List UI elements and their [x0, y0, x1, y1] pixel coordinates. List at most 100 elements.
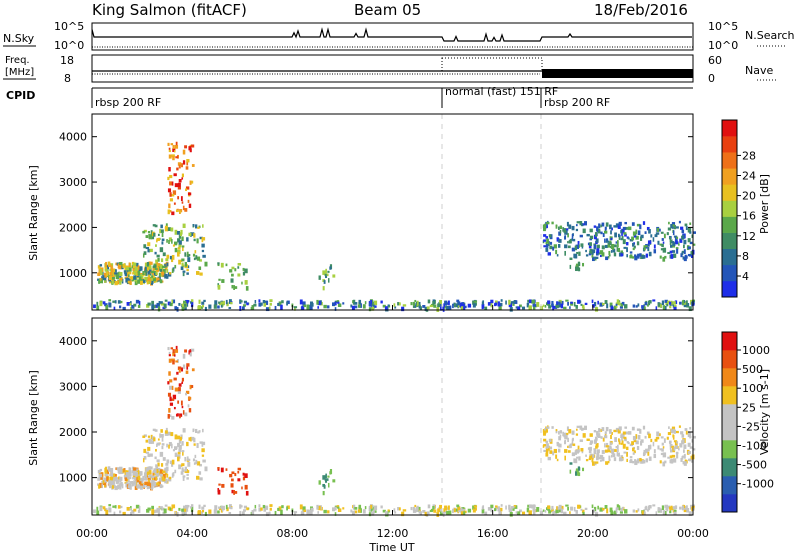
velocity-cell — [662, 510, 666, 516]
power-cell — [104, 303, 106, 307]
velocity-cell — [174, 446, 178, 450]
colorbar-swatch — [722, 476, 737, 495]
velocity-cell — [133, 467, 137, 471]
power-cell — [551, 303, 554, 308]
power-cell — [101, 276, 104, 279]
velocity-cell — [133, 475, 137, 480]
velocity-cell — [199, 441, 203, 444]
velocity-cell — [621, 438, 623, 441]
velocity-cell — [647, 445, 652, 449]
power-cell — [161, 241, 164, 245]
nsearch-tick-bottom: 10^0 — [708, 39, 738, 52]
power-cell — [589, 250, 593, 254]
power-cell — [99, 264, 103, 267]
power-cell — [237, 273, 241, 277]
velocity-cell — [231, 478, 234, 482]
power-cell — [437, 303, 441, 308]
velocity-cell — [643, 452, 646, 456]
power-cell — [636, 241, 640, 246]
velocity-cell — [174, 452, 178, 457]
velocity-cell — [661, 442, 664, 446]
velocity-cell — [286, 506, 288, 511]
power-cell — [508, 303, 513, 308]
velocity-cell — [175, 446, 178, 450]
velocity-cell — [168, 354, 171, 357]
velocity-cell — [146, 471, 150, 475]
power-cell — [281, 300, 284, 304]
velocity-cell — [130, 511, 132, 516]
velocity-cell — [293, 511, 298, 514]
velocity-cell — [672, 506, 676, 510]
velocity-cell — [225, 468, 228, 471]
velocity-cell — [678, 447, 680, 451]
power-cell — [134, 267, 138, 272]
power-cell — [582, 228, 586, 234]
colorbar-swatch — [722, 216, 737, 233]
velocity-cell — [472, 508, 476, 513]
velocity-cell — [169, 402, 174, 406]
velocity-cell — [364, 506, 367, 510]
velocity-cell — [184, 456, 187, 462]
velocity-cell — [159, 451, 164, 457]
power-cell — [498, 305, 502, 310]
power-cell — [600, 224, 603, 228]
power-cell — [613, 305, 617, 310]
power-cell — [358, 299, 362, 305]
power-cell — [324, 273, 327, 277]
velocity-cell — [591, 504, 594, 509]
power-cell — [621, 228, 625, 234]
power-cell — [577, 299, 581, 304]
velocity-cell — [558, 508, 562, 513]
power-cell — [607, 243, 611, 248]
velocity-cell — [166, 459, 170, 464]
power-cell — [542, 224, 547, 229]
power-cell — [452, 303, 454, 309]
velocity-cell — [582, 433, 586, 438]
power-cell — [563, 228, 567, 233]
velocity-cell — [188, 350, 192, 355]
power-cell — [564, 236, 566, 240]
velocity-cell — [617, 452, 621, 457]
velocity-cell — [646, 431, 650, 435]
velocity-cell — [214, 505, 218, 510]
velocity-cell — [604, 449, 608, 453]
velocity-cell — [576, 449, 579, 454]
power-cell — [593, 244, 597, 249]
velocity-cell — [508, 504, 511, 510]
velocity-cell — [604, 504, 608, 509]
velocity-cell — [635, 434, 638, 439]
power-cell — [181, 236, 184, 242]
velocity-cell — [426, 511, 430, 515]
power-cell — [228, 306, 232, 310]
velocity-cell — [190, 507, 194, 513]
velocity-cell — [552, 451, 555, 456]
velocity-cell — [647, 451, 650, 456]
velocity-cell — [453, 508, 456, 513]
velocity-cell — [652, 504, 656, 507]
velocity-cell — [239, 510, 242, 516]
velocity-cell — [679, 443, 683, 448]
colorbar-swatch — [722, 232, 737, 250]
velocity-cell — [644, 506, 648, 511]
power-cell — [509, 307, 513, 312]
power-cell — [167, 301, 171, 306]
velocity-cell — [604, 431, 607, 435]
power-cell — [673, 242, 676, 247]
velocity-cell — [195, 459, 198, 465]
velocity-cell — [262, 504, 266, 509]
power-cell — [186, 159, 190, 163]
power-cell — [512, 302, 515, 306]
power-cell — [596, 251, 599, 256]
velocity-cell — [569, 462, 573, 465]
velocity-cell — [621, 440, 624, 445]
power-cell — [108, 302, 111, 306]
power-cell — [667, 300, 671, 304]
velocity-cell — [260, 507, 263, 511]
velocity-cell — [605, 426, 609, 432]
power-cell — [653, 244, 656, 249]
velocity-cell — [175, 360, 178, 363]
velocity-cell — [350, 509, 353, 513]
velocity-cell — [610, 511, 614, 515]
velocity-cell — [633, 450, 636, 454]
velocity-cell — [643, 449, 646, 455]
